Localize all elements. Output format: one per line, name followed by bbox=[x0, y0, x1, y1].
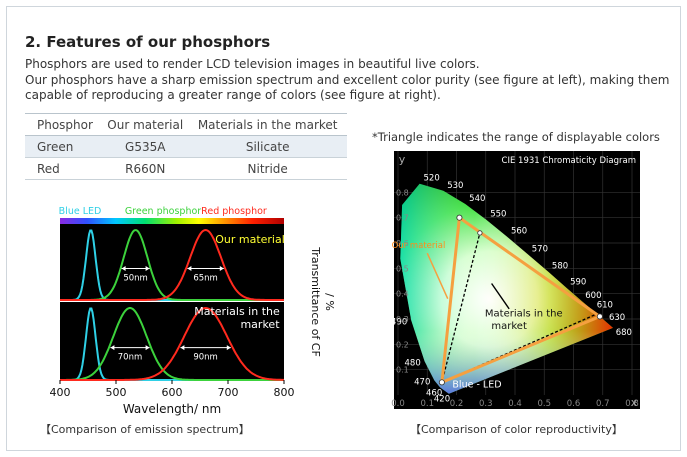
triangle-vertex bbox=[477, 230, 483, 236]
series-line bbox=[60, 228, 284, 301]
header-phosphor: Phosphor bbox=[25, 113, 103, 136]
fwhm-arrowhead bbox=[110, 345, 150, 351]
x-tick-label: 700 bbox=[218, 386, 239, 399]
spectral-locus-shade bbox=[400, 183, 613, 394]
spectrum-panel bbox=[60, 224, 284, 300]
y-tick-label: 0.4 bbox=[396, 290, 409, 299]
legend-label: Blue LED bbox=[59, 206, 102, 217]
annotation-market: market bbox=[491, 321, 527, 332]
cell-phosphor: Red bbox=[25, 157, 103, 180]
our-material-triangle bbox=[440, 215, 603, 385]
x-tick-label: 0.5 bbox=[537, 399, 551, 409]
y-tick-label: 0.7 bbox=[396, 214, 409, 223]
cie-caption: 【Comparison of color reproductivity】 bbox=[410, 423, 623, 436]
x-tick-label: 0.4 bbox=[508, 399, 522, 409]
header-our-material: Our material bbox=[102, 113, 189, 136]
y-tick-label: 0.5 bbox=[396, 264, 409, 273]
y-tick-label: 0.3 bbox=[396, 315, 409, 324]
x-tick-label: 500 bbox=[106, 386, 127, 399]
y-axis-label: / % bbox=[323, 293, 336, 311]
section-title: 2. Features of our phosphors bbox=[25, 33, 271, 51]
cell-our-material: R660N bbox=[102, 157, 189, 180]
wavelength-label: 480 bbox=[405, 358, 421, 368]
wavelength-label: 550 bbox=[490, 210, 506, 220]
cell-market-material: Nitride bbox=[188, 157, 347, 180]
triangle-vertex bbox=[596, 313, 603, 320]
panel-label: Our material bbox=[215, 233, 285, 246]
y-tick-label: 0.6 bbox=[396, 239, 409, 248]
wavelength-label: 580 bbox=[552, 262, 568, 272]
fwhm-label: 90nm bbox=[193, 353, 217, 363]
description-line: Our phosphors have a sharp emission spec… bbox=[25, 72, 670, 87]
table-row: Green G535A Silicate bbox=[25, 135, 347, 158]
x-tick-label: 0.0 bbox=[391, 399, 405, 409]
cell-phosphor: Green bbox=[25, 135, 103, 158]
x-tick-label: 400 bbox=[50, 386, 71, 399]
x-tick-label: 0.2 bbox=[450, 399, 464, 409]
x-tick-label: 0.3 bbox=[479, 399, 493, 409]
annotation-pointer bbox=[426, 252, 449, 300]
content-frame bbox=[6, 6, 681, 451]
table-header-row: Phosphor Our material Materials in the m… bbox=[25, 113, 347, 136]
panel-label: Materials in the bbox=[194, 305, 280, 318]
x-tick-label: 600 bbox=[162, 386, 183, 399]
x-tick-label: 0.7 bbox=[596, 399, 610, 409]
wavelength-label: 600 bbox=[585, 291, 601, 301]
wavelength-label: 530 bbox=[447, 181, 463, 191]
spectrum-caption: 【Comparison of emission spectrum】 bbox=[40, 423, 250, 436]
x-tick-label: 0.1 bbox=[420, 399, 434, 409]
description-line: capable of reproducing a greater range o… bbox=[25, 88, 441, 102]
wavelength-label: 590 bbox=[570, 278, 586, 288]
phosphor-comparison-table: Phosphor Our material Materials in the m… bbox=[25, 113, 347, 180]
x-axis-label: Wavelength/ nm bbox=[123, 402, 221, 416]
wavelength-label: 470 bbox=[414, 377, 430, 387]
diagram-title: CIE 1931 Chromaticity Diagram bbox=[502, 156, 636, 166]
x-tick-label: 0.8 bbox=[625, 399, 639, 409]
annotation-blue-led: Blue - LED bbox=[452, 379, 501, 390]
fwhm-label: 65nm bbox=[193, 274, 217, 284]
wavelength-label: 680 bbox=[616, 328, 632, 338]
section-description: Phosphors are used to render LCD televis… bbox=[25, 57, 675, 104]
legend-label: Red phosphor bbox=[201, 206, 267, 217]
legend-label: Green phosphor bbox=[125, 206, 201, 217]
y-axis-label: Transmittance of CF bbox=[309, 246, 322, 357]
wavelength-label: 560 bbox=[511, 227, 527, 237]
description-line: Phosphors are used to render LCD televis… bbox=[25, 57, 480, 71]
wavelength-label: 570 bbox=[532, 244, 548, 254]
y-tick-label: 0.2 bbox=[396, 340, 409, 349]
wavelength-label: 520 bbox=[424, 174, 440, 184]
header-market-material: Materials in the market bbox=[188, 113, 347, 136]
fwhm-label: 50nm bbox=[123, 274, 147, 284]
cell-our-material: G535A bbox=[102, 135, 189, 158]
wavelength-label: 490 bbox=[391, 317, 407, 327]
annotation-pointer bbox=[491, 283, 510, 310]
x-tick-label: 0.6 bbox=[567, 399, 581, 409]
annotation-market: Materials in the bbox=[485, 308, 563, 319]
cell-market-material: Silicate bbox=[188, 135, 347, 158]
panel-label: market bbox=[240, 318, 280, 331]
wavelength-label: 460 bbox=[426, 388, 442, 398]
series-line bbox=[60, 307, 284, 381]
cie-chromaticity-diagram: CIE 1931 Chromaticity Diagram 520 530 540 55… bbox=[391, 151, 640, 409]
wavelength-label: 630 bbox=[609, 313, 625, 323]
triangle-note: *Triangle indicates the range of display… bbox=[372, 130, 660, 144]
triangle-vertex bbox=[456, 214, 463, 221]
emission-spectrum-chart: Blue LED Green phosphor Red phosphor 50nm 65… bbox=[50, 206, 337, 416]
x-axis-label: x bbox=[631, 396, 638, 409]
triangle-vertex bbox=[438, 379, 445, 386]
spectrum-color-bar bbox=[60, 218, 284, 224]
y-tick-label: 0.8 bbox=[396, 188, 409, 197]
wavelength-label: 420 bbox=[434, 395, 450, 405]
spectrum-panel bbox=[60, 302, 284, 380]
series-line bbox=[60, 306, 284, 381]
annotation-our-material: Our material bbox=[392, 241, 446, 251]
y-tick-label: 0.1 bbox=[396, 366, 409, 375]
fwhm-arrowhead bbox=[187, 266, 224, 271]
wavelength-label: 540 bbox=[469, 194, 485, 204]
y-axis-label: y bbox=[399, 153, 406, 166]
wavelength-label: 610 bbox=[597, 300, 613, 310]
fwhm-label: 70nm bbox=[118, 353, 142, 363]
table-row: Red R660N Nitride bbox=[25, 157, 347, 180]
x-tick-label: 800 bbox=[274, 386, 295, 399]
